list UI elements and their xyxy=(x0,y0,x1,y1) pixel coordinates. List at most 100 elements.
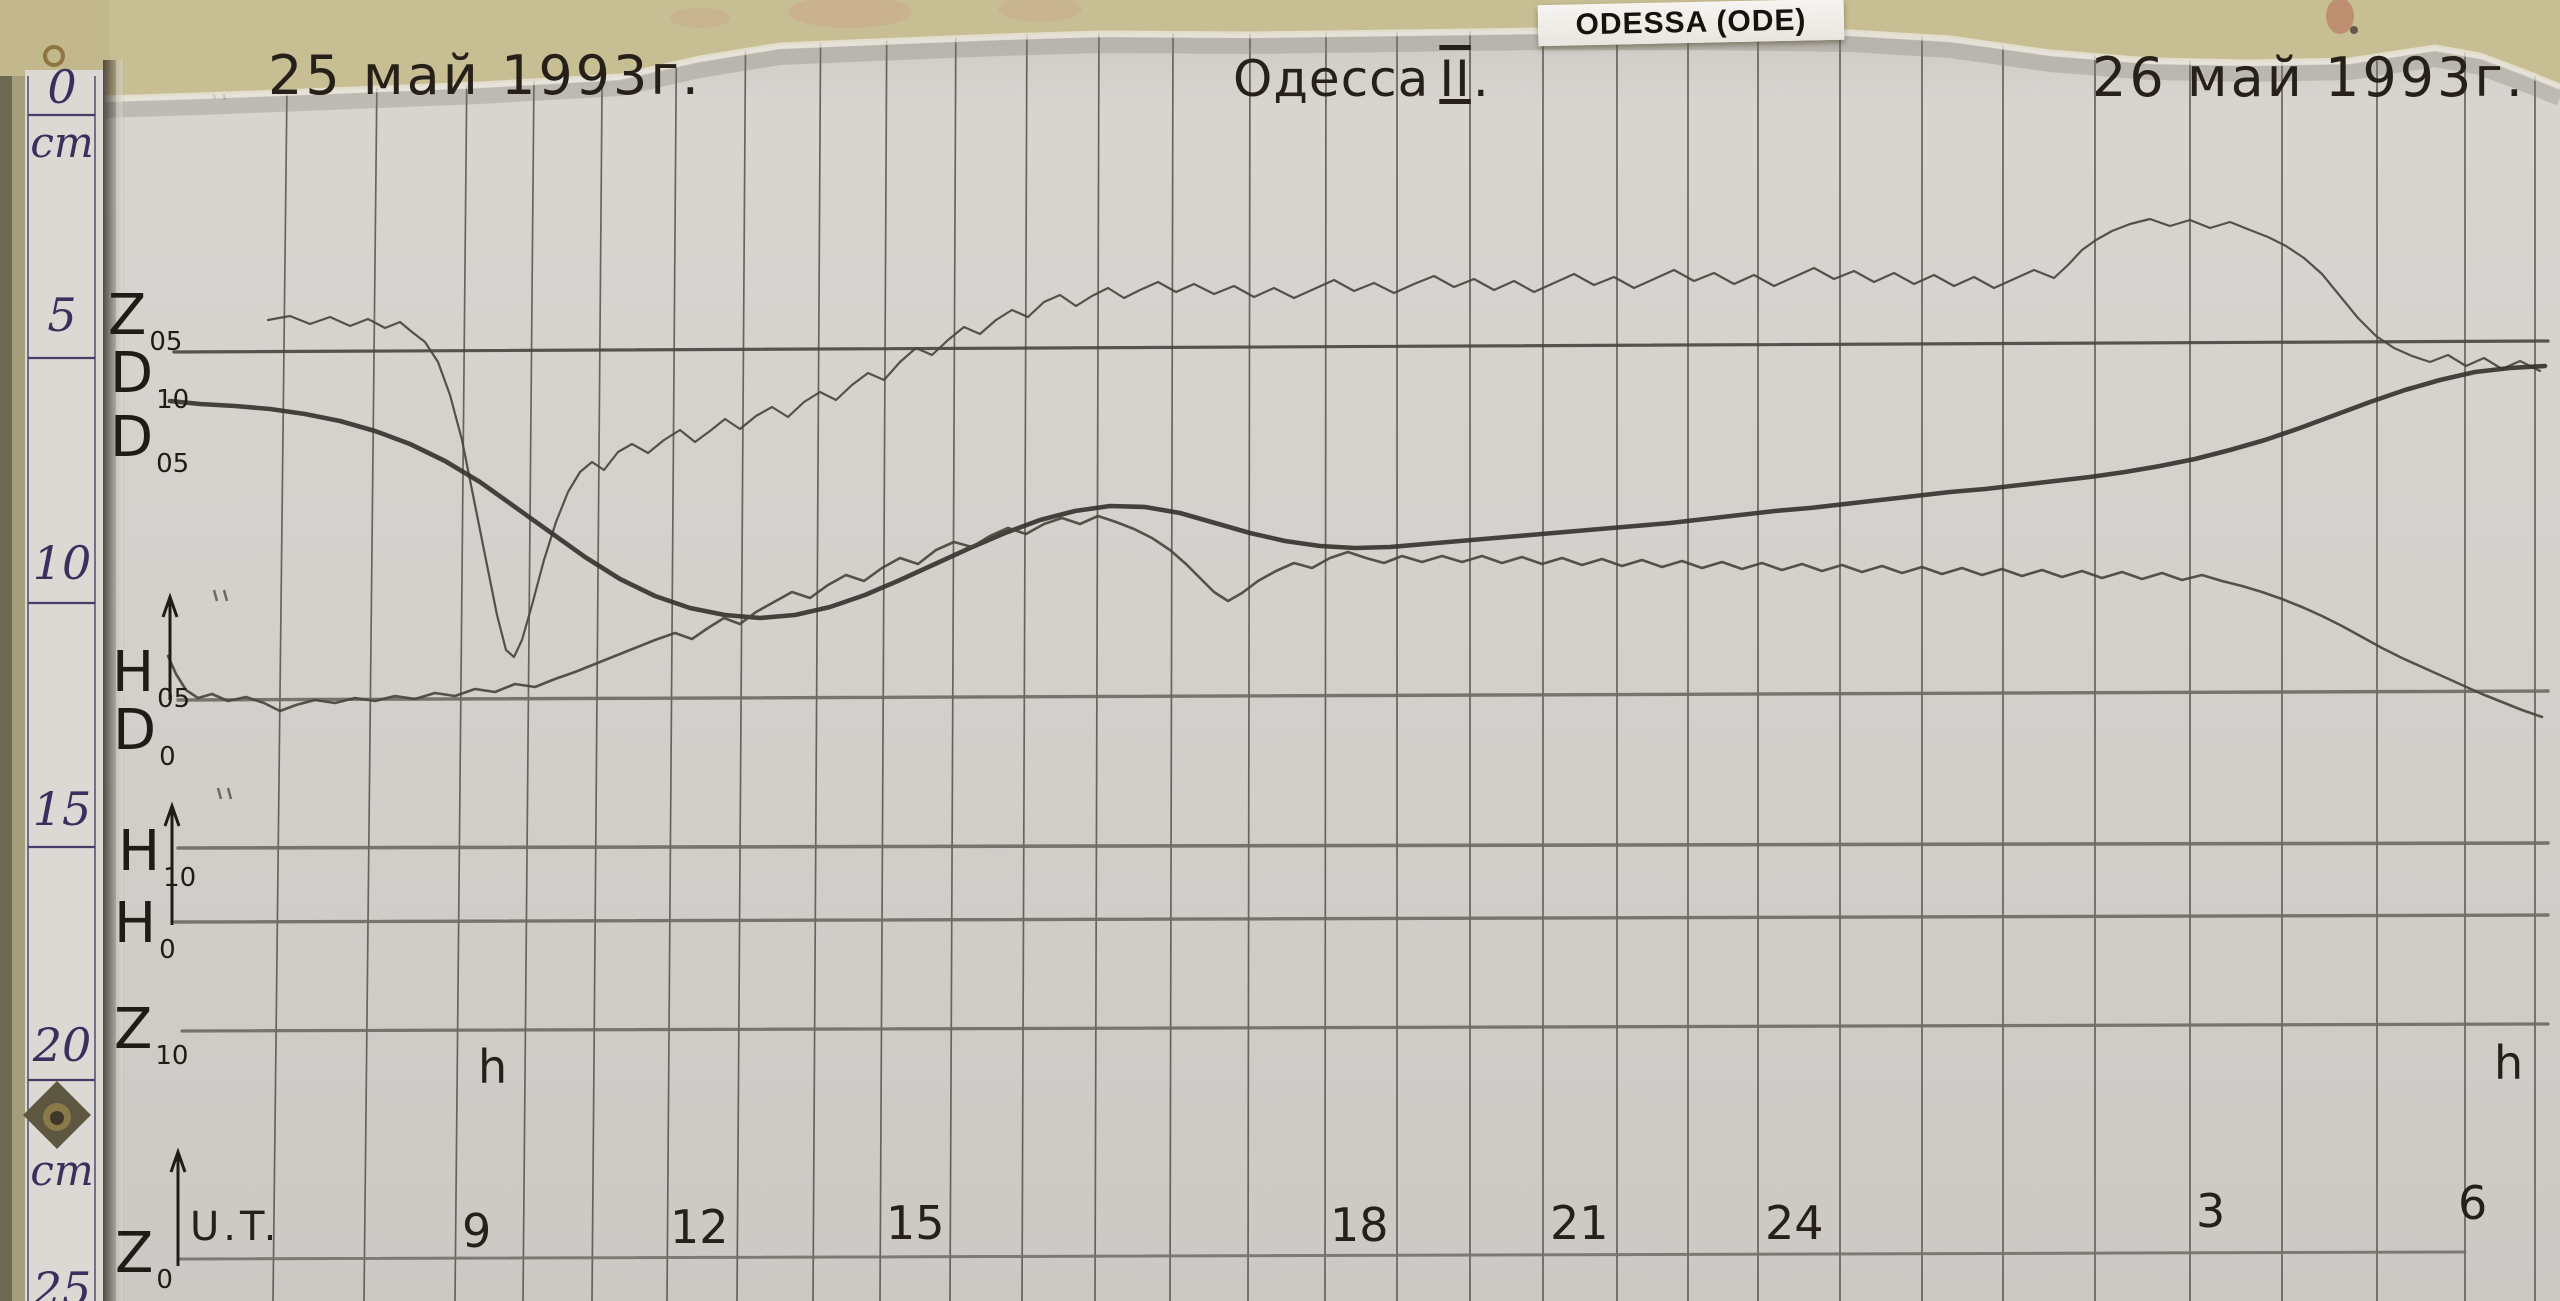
trace-label-sub: 10 xyxy=(163,863,197,893)
station-sticker: ODESSA (ODE) xyxy=(1537,0,1845,47)
trace-label-main: D xyxy=(110,341,154,406)
trace-label-main: Z xyxy=(108,283,147,348)
ruler-ticks xyxy=(28,113,95,1082)
trace-label-Z10: Z 10 xyxy=(114,1002,188,1070)
trace-label-sub: 05 xyxy=(149,327,183,357)
ruler-unit-top: cm xyxy=(30,118,94,167)
paper-edge-left-highlight xyxy=(116,60,123,1301)
trace-label-sub: 10 xyxy=(156,385,190,415)
hour-label-18: 18 xyxy=(1330,1198,1389,1252)
hour-gridline xyxy=(1094,29,1100,1301)
trace-label-sub: 05 xyxy=(157,684,191,714)
paper-edge-highlight xyxy=(102,27,2560,103)
station-numeral: II xyxy=(1439,50,1471,108)
station-name: Одесса II. xyxy=(1233,50,1490,108)
hour-label-12: 12 xyxy=(670,1200,729,1254)
scale-arrow-head xyxy=(161,592,179,618)
paper-seam-shadow xyxy=(103,60,125,1301)
hour-gridline xyxy=(272,29,289,1301)
ruler-mark-5: 5 xyxy=(47,288,77,342)
ink-mark xyxy=(216,787,223,800)
hour-label-15: 15 xyxy=(886,1196,945,1250)
trace-label-D10: D 10 xyxy=(110,346,189,414)
trace-label-main: Z xyxy=(114,997,153,1062)
wall-strip xyxy=(103,0,2560,98)
trace-label-main: H xyxy=(112,640,155,705)
trace-label-sub: 05 xyxy=(156,449,190,479)
hour-label-21: 21 xyxy=(1550,1196,1609,1250)
chart-paper xyxy=(103,0,2560,1301)
trace-label-main: D xyxy=(113,698,157,763)
ruler-mark-15: 15 xyxy=(32,782,92,836)
ruler-unit-bottom: cm xyxy=(30,1146,94,1195)
scale-arrow-head xyxy=(163,801,181,827)
trace-label-sub: 0 xyxy=(159,742,176,772)
trace-label-H05: H 05 xyxy=(112,645,190,713)
ruler-mark-10: 10 xyxy=(32,536,92,590)
trace-label-main: D xyxy=(110,405,154,470)
baseline-D0 xyxy=(176,689,2550,702)
hour-gridline xyxy=(736,29,747,1301)
trace-label-main: Z xyxy=(115,1221,154,1286)
trace-label-main: H xyxy=(114,891,157,956)
ink-mark xyxy=(222,589,229,602)
trace-label-sub: 0 xyxy=(156,1265,173,1295)
trace-label-sub: 10 xyxy=(155,1041,189,1071)
hour-label-9: 9 xyxy=(462,1204,492,1258)
trace-label-H10: H 10 xyxy=(118,824,196,892)
hour-gridline xyxy=(1324,29,1327,1301)
baseline-H10 xyxy=(176,841,2550,850)
trace-label-main: H xyxy=(118,819,161,884)
hour-gridline xyxy=(879,29,888,1301)
baseline-traces xyxy=(172,339,2550,1261)
hour-gridlines xyxy=(272,29,2536,1301)
baseline-H0 xyxy=(173,913,2550,924)
hour-gridline xyxy=(591,29,604,1301)
wall-background xyxy=(102,0,2560,118)
trace-Z05 xyxy=(266,217,2542,659)
wall-left-strip2 xyxy=(12,0,28,1301)
ut-axis-label: U.T. xyxy=(190,1204,281,1250)
wallpaper-smudge xyxy=(2326,0,2354,34)
paper-edge-shadow xyxy=(102,34,2560,118)
side-ruler xyxy=(0,0,110,1301)
trace-label-sub: 0 xyxy=(159,935,176,965)
hour-gridline xyxy=(666,29,678,1301)
hour-label-3: 3 xyxy=(2196,1184,2226,1238)
date-left: 25 май 1993г. xyxy=(268,44,702,107)
hour-gridline xyxy=(812,29,822,1301)
ink-mark xyxy=(212,589,219,602)
hour-gridline xyxy=(1169,29,1174,1301)
hour-gridline xyxy=(1247,29,1251,1301)
hour-unit-right: h xyxy=(2494,1036,2524,1090)
binder-ring-icon xyxy=(43,45,65,67)
ruler-mark-0: 0 xyxy=(47,60,77,114)
ruler-mark-25: 25 xyxy=(32,1262,92,1301)
baseline-Z10 xyxy=(180,1022,2550,1033)
station-period: . xyxy=(1472,50,1490,108)
wall-left-strip xyxy=(0,0,12,1301)
wall-speck xyxy=(2350,26,2358,34)
ink-mark xyxy=(226,787,233,800)
hour-gridline xyxy=(454,29,469,1301)
wallpaper-flower xyxy=(998,0,1082,22)
trace-label-D05: D 05 xyxy=(110,410,189,478)
station-name-text: Одесса xyxy=(1233,50,1430,108)
station-sticker-label: ODESSA (ODE) xyxy=(1575,3,1807,41)
variation-traces xyxy=(166,217,2548,719)
wallpaper-flower xyxy=(670,8,730,28)
hour-label-24: 24 xyxy=(1765,1196,1824,1250)
baseline-Z0 xyxy=(178,1250,2467,1261)
hour-gridline xyxy=(363,29,379,1301)
hour-gridline xyxy=(1021,29,1028,1301)
date-right: 26 май 1993г. xyxy=(2092,46,2526,109)
scale-arrow-head xyxy=(169,1147,187,1173)
hour-gridline xyxy=(949,29,957,1301)
wallpaper-flower xyxy=(788,0,912,28)
hour-unit-left: h xyxy=(478,1040,508,1094)
